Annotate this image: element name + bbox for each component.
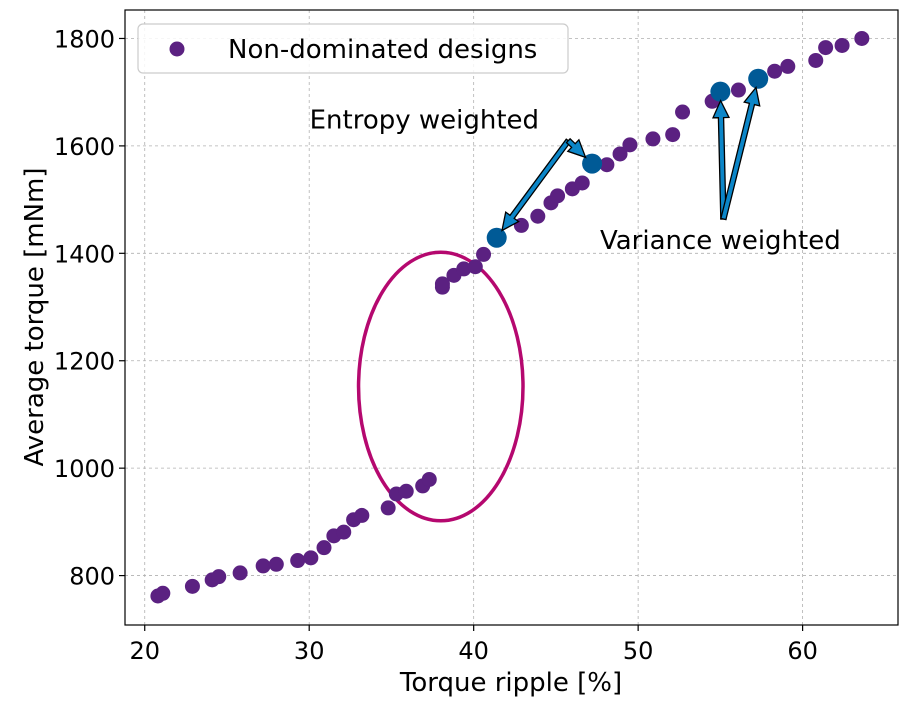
legend-frame — [137, 23, 569, 74]
y-tick-label: 800 — [69, 563, 115, 591]
y-axis-label: Average torque [mNm] — [20, 168, 50, 467]
data-point — [290, 553, 306, 569]
data-point — [476, 246, 492, 262]
y-tick-label: 1800 — [54, 25, 115, 53]
data-point — [456, 261, 472, 277]
data-point — [767, 63, 783, 79]
data-point — [421, 471, 437, 487]
x-axis-ticks: 20 30 40 50 60 — [129, 625, 818, 665]
data-point — [818, 40, 834, 56]
plot-frame — [124, 9, 899, 626]
data-point — [675, 104, 691, 120]
cluster-gap-ellipse-layer — [356, 250, 525, 523]
data-point — [622, 137, 638, 153]
data-points — [150, 30, 870, 604]
selected-design-point — [748, 68, 769, 89]
data-point — [854, 30, 870, 46]
data-point — [550, 188, 566, 204]
legend-entry-label: Non-dominated designs — [228, 35, 537, 65]
annotation-arrow — [720, 86, 761, 221]
x-tick-label: 20 — [129, 637, 160, 665]
data-point — [780, 58, 796, 74]
data-point — [380, 500, 396, 516]
y-tick-label: 1600 — [54, 133, 115, 161]
data-point — [354, 507, 370, 523]
y-tick-label: 1000 — [54, 455, 115, 483]
data-point — [645, 131, 661, 147]
data-point — [336, 524, 352, 540]
data-point — [232, 565, 248, 581]
data-point — [434, 276, 450, 292]
legend: Non-dominated designs — [137, 23, 569, 74]
data-point — [599, 157, 615, 173]
x-tick-label: 40 — [458, 637, 489, 665]
data-point — [316, 540, 332, 556]
data-point — [574, 175, 590, 191]
data-point — [730, 82, 746, 98]
annotations: Entropy weighted Variance weighted — [310, 86, 841, 256]
variance-annotation-label: Variance weighted — [600, 226, 841, 256]
data-point — [530, 208, 546, 224]
annotation-arrow — [711, 99, 731, 220]
data-point — [255, 558, 271, 574]
data-point — [808, 52, 824, 68]
selected-design-point — [582, 153, 603, 174]
annotation-arrow — [501, 138, 572, 232]
x-tick-label: 50 — [623, 637, 654, 665]
data-point — [303, 550, 319, 566]
legend-marker — [169, 41, 185, 57]
selected-design-point — [710, 81, 731, 102]
data-point — [612, 146, 628, 162]
x-axis-label: Torque ripple [%] — [399, 668, 622, 698]
data-point — [398, 483, 414, 499]
data-point — [665, 127, 681, 143]
gap-ellipse — [356, 250, 525, 523]
y-tick-label: 1200 — [54, 348, 115, 376]
entropy-annotation-label: Entropy weighted — [310, 106, 539, 136]
data-point — [184, 578, 200, 594]
selected-design-point — [486, 227, 507, 248]
data-point — [268, 556, 284, 572]
y-tick-label: 1400 — [54, 240, 115, 268]
data-point — [834, 37, 850, 53]
annotation-arrow — [565, 137, 587, 159]
data-point — [155, 585, 171, 601]
x-tick-label: 30 — [294, 637, 325, 665]
x-tick-label: 60 — [787, 637, 818, 665]
data-point — [211, 569, 227, 585]
data-point — [467, 259, 483, 275]
y-axis-ticks: 800 1000 1200 1400 1600 1800 — [54, 25, 125, 591]
